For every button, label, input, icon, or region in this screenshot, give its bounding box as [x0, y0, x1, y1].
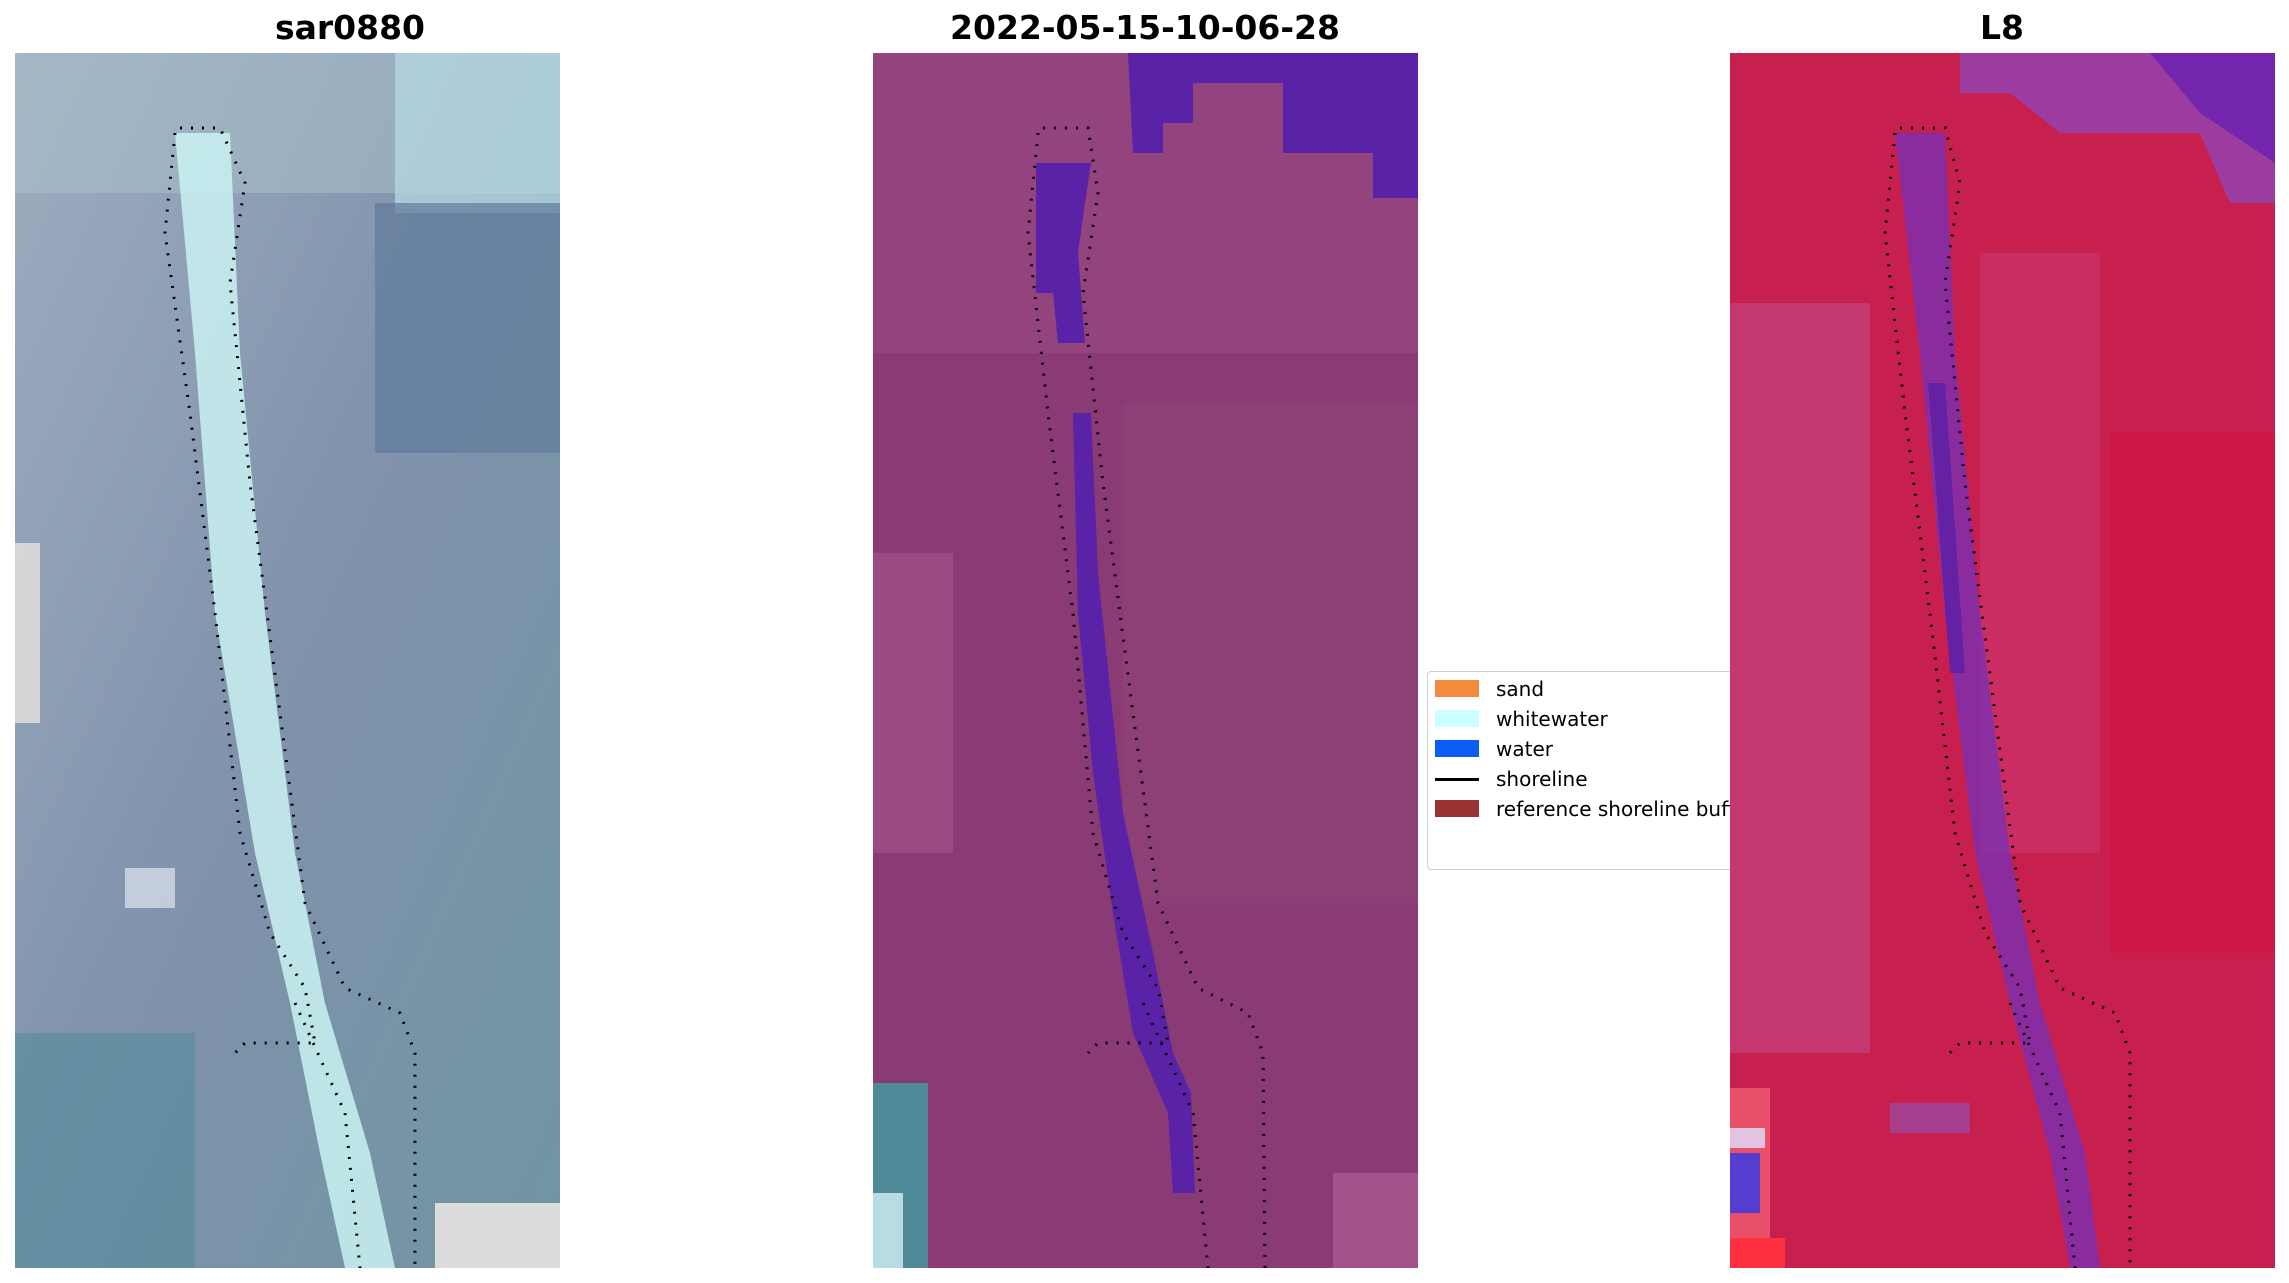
legend-swatch-whitewater [1435, 710, 1479, 727]
panel-title-rgb: sar0880 [274, 8, 426, 47]
legend: sand whitewater water shoreline referenc… [1427, 671, 1737, 870]
panel-title-classified: 2022-05-15-10-06-28 [950, 8, 1340, 47]
rgb-image [15, 53, 560, 1268]
legend-item-whitewater: whitewater [1428, 704, 1736, 734]
legend-swatch-sand [1435, 680, 1479, 697]
legend-label-shoreline: shoreline [1496, 767, 1588, 791]
legend-label-whitewater: whitewater [1496, 707, 1608, 731]
legend-swatch-shoreline [1435, 778, 1479, 781]
index-image [1730, 53, 2275, 1268]
classified-image-panel [873, 53, 1418, 1268]
legend-swatch-water [1435, 740, 1479, 757]
legend-swatch-reference-buffer [1435, 800, 1479, 817]
legend-label-sand: sand [1496, 677, 1545, 701]
legend-item-water: water [1428, 734, 1736, 764]
legend-label-water: water [1496, 737, 1553, 761]
legend-item-sand: sand [1428, 674, 1736, 704]
panel-title-index: L8 [1980, 8, 2024, 47]
legend-label-reference-buffer: reference shoreline buffer [1496, 797, 1737, 821]
legend-item-shoreline: shoreline [1428, 764, 1736, 794]
index-image-panel [1730, 53, 2275, 1268]
classified-image [873, 53, 1418, 1268]
legend-item-reference-buffer: reference shoreline buffer [1428, 794, 1737, 824]
rgb-image-panel [15, 53, 560, 1268]
